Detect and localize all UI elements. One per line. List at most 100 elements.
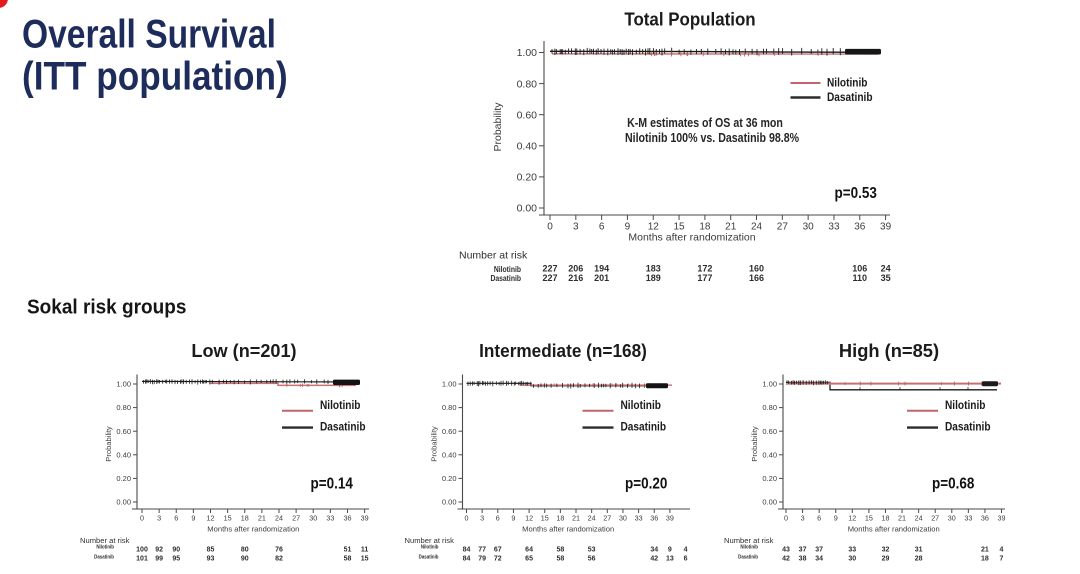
- svg-text:34: 34: [815, 555, 823, 562]
- svg-text:38: 38: [799, 555, 807, 562]
- svg-text:58: 58: [556, 555, 564, 562]
- svg-text:K-M estimates of OS at 36 mon: K-M estimates of OS at 36 mon: [627, 116, 783, 130]
- svg-text:Number at risk: Number at risk: [405, 536, 455, 545]
- svg-text:166: 166: [749, 273, 764, 283]
- svg-text:0.00: 0.00: [762, 498, 777, 507]
- svg-text:30: 30: [619, 514, 627, 523]
- svg-text:0.60: 0.60: [517, 109, 538, 121]
- svg-text:21: 21: [725, 222, 737, 233]
- svg-text:0: 0: [140, 514, 144, 523]
- svg-text:Total Population: Total Population: [624, 9, 755, 30]
- svg-text:28: 28: [915, 555, 923, 562]
- svg-text:37: 37: [799, 546, 807, 553]
- svg-text:30: 30: [309, 514, 317, 523]
- svg-text:39: 39: [998, 514, 1006, 523]
- svg-text:Nilotinib: Nilotinib: [740, 544, 758, 550]
- svg-text:1.00: 1.00: [762, 380, 777, 389]
- svg-text:(ITT population): (ITT population): [22, 53, 288, 98]
- svg-text:1.00: 1.00: [517, 47, 538, 59]
- svg-text:3: 3: [801, 514, 805, 523]
- svg-text:12: 12: [648, 222, 660, 233]
- svg-text:Nilotinib: Nilotinib: [421, 544, 439, 550]
- svg-text:24: 24: [275, 514, 283, 523]
- svg-text:99: 99: [155, 555, 163, 562]
- svg-text:32: 32: [882, 546, 890, 553]
- svg-text:Number at risk: Number at risk: [459, 250, 528, 262]
- svg-text:Probability: Probability: [492, 102, 504, 152]
- svg-text:27: 27: [603, 514, 611, 523]
- svg-text:36: 36: [650, 514, 658, 523]
- svg-text:18: 18: [881, 514, 889, 523]
- svg-text:0: 0: [465, 514, 469, 523]
- svg-text:0.00: 0.00: [442, 498, 457, 507]
- svg-text:12: 12: [206, 514, 214, 523]
- svg-text:Dasatinib: Dasatinib: [945, 421, 991, 434]
- svg-text:101: 101: [136, 555, 148, 562]
- svg-text:Dasatinib: Dasatinib: [94, 554, 114, 560]
- svg-text:Nilotinib: Nilotinib: [494, 264, 522, 274]
- svg-text:1.00: 1.00: [116, 380, 131, 389]
- svg-text:0.40: 0.40: [517, 140, 538, 152]
- svg-text:39: 39: [880, 222, 892, 233]
- svg-text:3: 3: [157, 514, 161, 523]
- svg-text:31: 31: [915, 546, 923, 553]
- svg-text:p=0.53: p=0.53: [835, 185, 877, 202]
- svg-text:6: 6: [174, 514, 178, 523]
- svg-text:Overall Survival: Overall Survival: [22, 12, 276, 56]
- svg-text:0: 0: [547, 222, 553, 233]
- svg-text:64: 64: [525, 546, 533, 553]
- svg-text:Months after randomization: Months after randomization: [207, 525, 299, 534]
- svg-text:Months after randomization: Months after randomization: [848, 525, 940, 534]
- svg-text:30: 30: [948, 514, 956, 523]
- svg-text:227: 227: [542, 264, 557, 274]
- svg-text:90: 90: [172, 546, 180, 553]
- svg-text:21: 21: [258, 514, 266, 523]
- svg-text:201: 201: [594, 273, 609, 283]
- svg-text:4: 4: [1000, 546, 1004, 553]
- svg-text:15: 15: [674, 222, 686, 233]
- svg-text:Low (n=201): Low (n=201): [191, 340, 296, 361]
- svg-text:Months after randomization: Months after randomization: [628, 232, 755, 244]
- svg-text:21: 21: [572, 514, 580, 523]
- svg-text:15: 15: [865, 514, 873, 523]
- svg-text:33: 33: [964, 514, 972, 523]
- svg-text:93: 93: [207, 555, 215, 562]
- svg-text:3: 3: [573, 222, 579, 233]
- svg-text:High (n=85): High (n=85): [839, 340, 939, 361]
- svg-text:80: 80: [241, 546, 249, 553]
- svg-text:95: 95: [172, 555, 180, 562]
- svg-text:100: 100: [136, 546, 148, 553]
- svg-text:9: 9: [511, 514, 515, 523]
- svg-text:194: 194: [594, 264, 609, 274]
- svg-text:24: 24: [588, 514, 596, 523]
- svg-text:177: 177: [697, 273, 712, 283]
- svg-text:35: 35: [881, 273, 891, 283]
- svg-text:4: 4: [684, 546, 688, 553]
- svg-text:227: 227: [542, 273, 557, 283]
- svg-text:85: 85: [207, 546, 215, 553]
- svg-text:206: 206: [568, 264, 583, 274]
- svg-text:0.20: 0.20: [116, 474, 131, 483]
- svg-text:Nilotinib 100% vs. Dasatinib 9: Nilotinib 100% vs. Dasatinib 98.8%: [625, 131, 799, 145]
- svg-text:18: 18: [556, 514, 564, 523]
- svg-text:12: 12: [525, 514, 533, 523]
- svg-text:p=0.14: p=0.14: [311, 476, 353, 493]
- svg-text:90: 90: [241, 555, 249, 562]
- svg-text:Dasatinib: Dasatinib: [490, 273, 521, 283]
- svg-text:183: 183: [646, 264, 661, 274]
- svg-text:13: 13: [666, 555, 674, 562]
- svg-text:30: 30: [803, 222, 815, 233]
- svg-text:Dasatinib: Dasatinib: [419, 554, 439, 560]
- svg-text:79: 79: [478, 555, 486, 562]
- svg-text:21: 21: [981, 546, 989, 553]
- svg-text:Dasatinib: Dasatinib: [738, 554, 758, 560]
- svg-text:36: 36: [981, 514, 989, 523]
- svg-text:9: 9: [668, 546, 672, 553]
- svg-text:Dasatinib: Dasatinib: [320, 421, 366, 434]
- svg-text:15: 15: [361, 555, 369, 562]
- svg-text:58: 58: [556, 546, 564, 553]
- svg-text:Probability: Probability: [750, 426, 759, 462]
- svg-text:Probability: Probability: [430, 426, 439, 462]
- svg-text:Nilotinib: Nilotinib: [827, 77, 868, 90]
- svg-text:0.20: 0.20: [442, 474, 457, 483]
